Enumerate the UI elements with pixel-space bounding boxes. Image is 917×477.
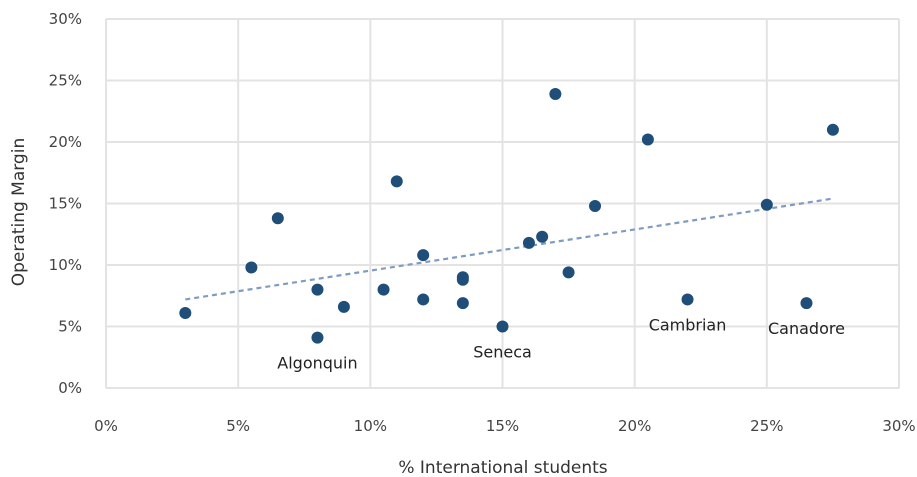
data-point: [826, 123, 839, 136]
data-point: [522, 236, 535, 249]
data-point: [641, 133, 654, 146]
data-point: [549, 88, 562, 101]
x-axis-title: % International students: [398, 458, 607, 477]
data-point: [681, 293, 694, 306]
point-annotation: Algonquin: [277, 354, 357, 373]
data-point: [271, 212, 284, 225]
y-tick-label: 20%: [49, 133, 82, 151]
x-tick-label: 25%: [750, 417, 783, 435]
data-point: [311, 331, 324, 344]
data-point: [800, 297, 813, 310]
data-point: [456, 297, 469, 310]
data-point: [245, 261, 258, 274]
y-tick-label: 5%: [58, 318, 82, 336]
x-tick-label: 5%: [226, 417, 250, 435]
y-tick-label: 25%: [49, 72, 82, 90]
x-tick-labels: 0% 5% 10% 15% 20% 25% 30%: [94, 417, 916, 435]
point-annotation: Canadore: [768, 319, 845, 338]
data-point: [417, 293, 430, 306]
y-tick-label: 15%: [49, 195, 82, 213]
x-tick-label: 20%: [618, 417, 651, 435]
data-point: [589, 199, 602, 212]
data-point: [456, 273, 469, 286]
x-tick-label: 0%: [94, 417, 118, 435]
data-point: [337, 300, 350, 313]
x-tick-label: 15%: [486, 417, 519, 435]
y-tick-label: 10%: [49, 256, 82, 274]
data-point: [179, 306, 192, 319]
x-tick-label: 10%: [354, 417, 387, 435]
data-point: [536, 230, 549, 243]
data-point: [760, 198, 773, 211]
y-tick-label: 0%: [58, 379, 82, 397]
data-point: [417, 249, 430, 262]
trendline: [185, 197, 834, 301]
y-tick-label: 30%: [49, 10, 82, 28]
data-points: [179, 88, 839, 344]
y-axis-title: Operating Margin: [9, 138, 29, 286]
annotations: Algonquin Seneca Cambrian Canadore: [277, 315, 845, 372]
y-tick-labels: 0% 5% 10% 15% 20% 25% 30%: [49, 10, 82, 397]
point-annotation: Seneca: [473, 343, 532, 362]
point-annotation: Cambrian: [649, 315, 727, 334]
data-point: [562, 266, 575, 279]
data-point: [311, 283, 324, 296]
trendline-layer: [185, 197, 834, 301]
x-tick-label: 30%: [882, 417, 915, 435]
data-point: [390, 175, 403, 188]
data-point: [377, 283, 390, 296]
data-point: [496, 320, 509, 333]
